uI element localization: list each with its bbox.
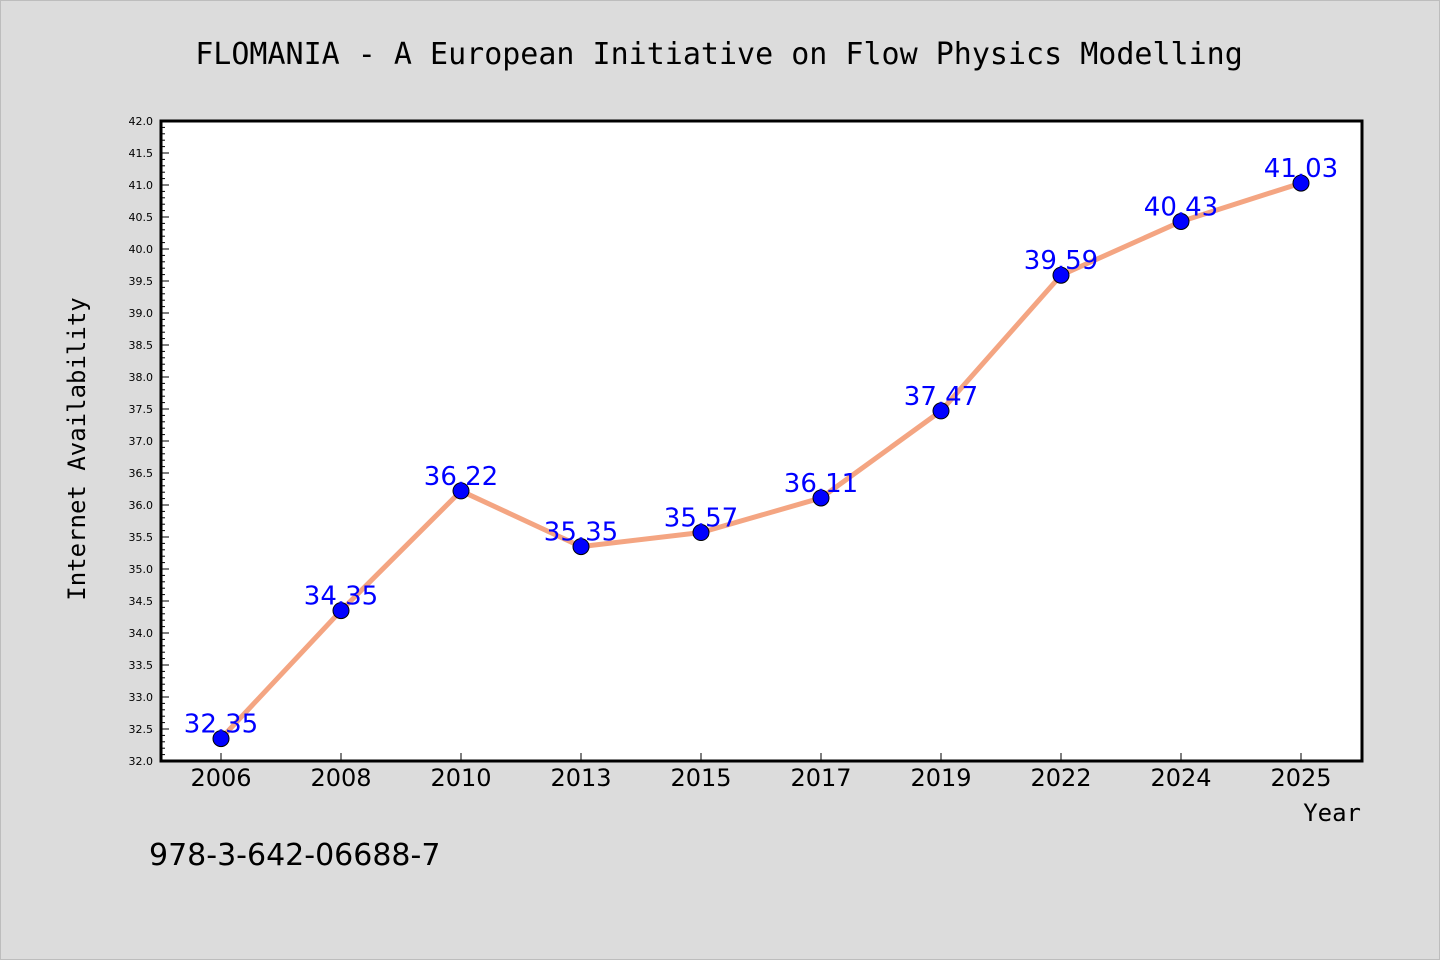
x-tick-label: 2015	[670, 764, 731, 792]
data-labels: 32.35 34.35 36.22 35.35 35.57 36.11 37.47 39.59…	[184, 154, 1338, 740]
y-tick-label: 34.0	[129, 627, 154, 640]
data-point	[572, 538, 590, 556]
y-tick-label: 41.0	[129, 179, 154, 192]
y-axis-title: Internet Availability	[63, 297, 91, 600]
y-tick-label: 32.5	[129, 723, 154, 736]
y-tick-label: 36.0	[129, 499, 154, 512]
y-tick-label: 40.5	[129, 211, 154, 224]
x-axis: 2006 2008 2010 2013 2015 2017 2019 2022 2024 2025	[190, 753, 1332, 792]
data-label: 32.35	[184, 710, 258, 740]
data-label: 41.03	[1264, 154, 1338, 184]
data-label: 40.43	[1144, 192, 1218, 222]
x-tick-label: 2022	[1030, 764, 1091, 792]
data-label: 34.35	[304, 582, 378, 612]
x-tick-label: 2010	[430, 764, 491, 792]
y-tick-label: 38.0	[129, 371, 154, 384]
y-axis: 32.0 32.5 33.0 33.5 34.0 34.5 35.0 35.5 36.0 36.5…	[129, 115, 169, 768]
data-point	[932, 402, 950, 420]
data-point	[812, 489, 830, 507]
y-tick-label: 42.0	[129, 115, 154, 128]
chart-title: FLOMANIA - A European Initiative on Flow…	[195, 37, 1243, 72]
x-tick-label: 2017	[790, 764, 851, 792]
y-tick-label: 32.0	[129, 755, 154, 768]
data-label: 39.59	[1024, 246, 1098, 276]
x-tick-label: 2019	[910, 764, 971, 792]
x-tick-label: 2025	[1270, 764, 1331, 792]
y-tick-label: 38.5	[129, 339, 154, 352]
data-point	[1172, 212, 1190, 230]
y-tick-label: 37.0	[129, 435, 154, 448]
y-tick-label: 41.5	[129, 147, 154, 160]
y-tick-label: 35.0	[129, 563, 154, 576]
data-label: 36.11	[784, 469, 858, 499]
series-line-group	[212, 174, 1310, 748]
data-point	[212, 730, 230, 748]
y-tick-label: 37.5	[129, 403, 154, 416]
y-tick-label: 39.0	[129, 307, 154, 320]
y-tick-label: 39.5	[129, 275, 154, 288]
y-tick-label: 33.5	[129, 659, 154, 672]
data-point	[1052, 266, 1070, 284]
data-point	[692, 524, 710, 542]
y-tick-label: 40.0	[129, 243, 154, 256]
y-tick-label: 35.5	[129, 531, 154, 544]
data-point	[1292, 174, 1310, 192]
data-label: 36.22	[424, 462, 498, 492]
x-tick-label: 2024	[1150, 764, 1211, 792]
data-label: 35.57	[664, 504, 738, 534]
data-point	[452, 482, 470, 500]
x-tick-label: 2006	[190, 764, 251, 792]
data-point	[332, 602, 350, 620]
data-label: 37.47	[904, 382, 978, 412]
y-tick-label: 33.0	[129, 691, 154, 704]
y-tick-label: 36.5	[129, 467, 154, 480]
footer-isbn: 978-3-642-06688-7	[149, 838, 440, 873]
x-tick-label: 2008	[310, 764, 371, 792]
x-tick-label: 2013	[550, 764, 611, 792]
x-axis-title: Year	[1303, 799, 1361, 827]
data-label: 35.35	[544, 518, 618, 548]
y-tick-label: 34.5	[129, 595, 154, 608]
series-line	[218, 180, 1304, 742]
